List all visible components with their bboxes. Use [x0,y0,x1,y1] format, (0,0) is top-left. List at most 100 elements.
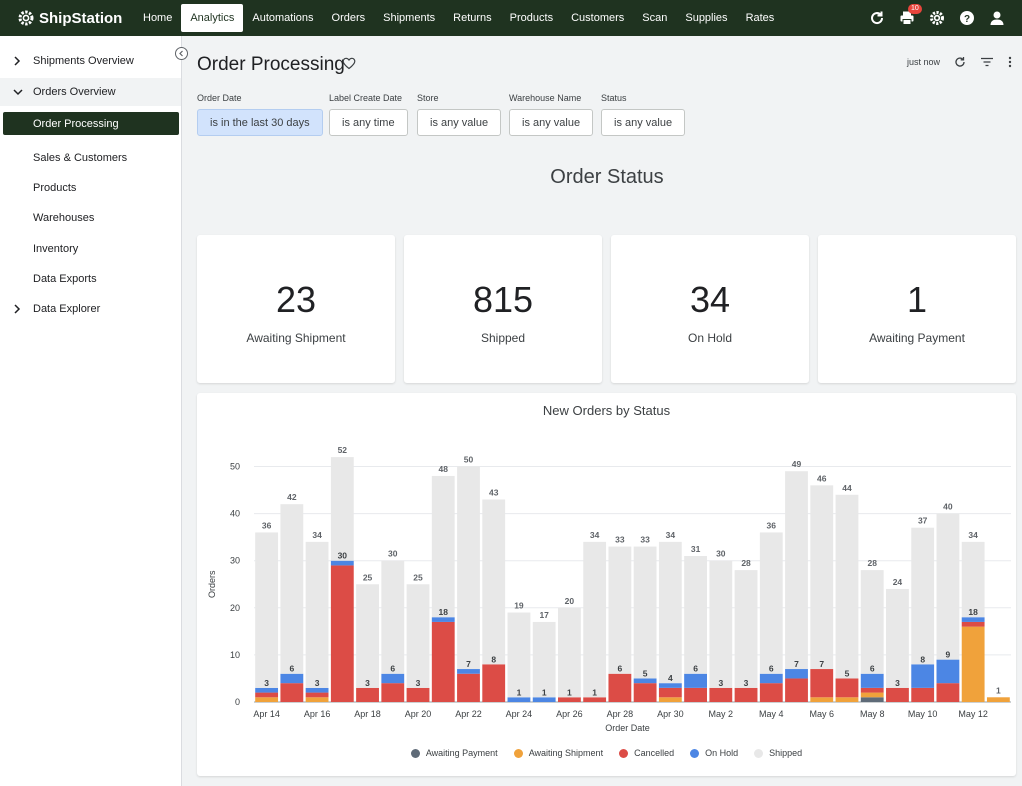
stat-card-awaiting-shipment[interactable]: 23 Awaiting Shipment [197,235,395,383]
refresh-icon[interactable] [862,0,892,36]
chevron-left-icon [179,50,183,57]
bar-segment-cancelled [684,687,707,702]
bar-segment-cancelled [936,683,960,702]
total-data-label: 46 [817,473,827,483]
heart-icon[interactable] [342,57,356,70]
legend-item[interactable]: Shipped [754,748,802,758]
non-shipped-data-label: 3 [895,678,900,688]
non-shipped-data-label: 6 [693,664,698,674]
bar-segment-shipped [558,607,581,698]
stat-value: 815 [472,279,534,320]
bar-segment-on-hold [457,669,480,674]
filter-chip-store[interactable]: is any value [417,109,502,136]
sidebar-item-label: Shipments Overview [33,55,134,67]
total-data-label: 36 [262,520,272,530]
page-title: Order Processing [197,54,345,75]
bar-segment-awaiting-payment [860,697,884,702]
non-shipped-data-label: 1 [592,687,597,697]
non-shipped-data-label: 7 [466,659,471,669]
filter-order-date: Order Date is in the last 30 days [197,93,323,136]
filter-icon[interactable] [980,57,994,67]
nav-item-customers[interactable]: Customers [571,12,625,24]
nav-item-home[interactable]: Home [143,12,173,24]
non-shipped-data-label: 6 [618,664,623,674]
nav-item-analytics[interactable]: Analytics [181,4,244,32]
stat-card-on-hold[interactable]: 34 On Hold [611,235,809,383]
bar-segment-awaiting-shipment [305,697,329,702]
sidebar-item-warehouses[interactable]: Warehouses [0,204,181,232]
nav-item-rates[interactable]: Rates [745,12,775,24]
sidebar-item-label: Orders Overview [33,86,116,98]
legend-label: Shipped [769,748,803,758]
bar-segment-shipped [886,588,909,688]
sidebar-item-inventory[interactable]: Inventory [0,235,181,263]
nav-item-orders[interactable]: Orders [331,12,366,24]
app-name: ShipStation [39,9,123,27]
total-data-label: 50 [464,455,474,465]
total-data-label: 20 [565,596,575,606]
shipstation-logo[interactable]: ShipStation [18,10,134,27]
total-data-label: 31 [691,544,701,554]
chart-title: New Orders by Status [542,403,671,418]
bar-segment-on-hold [961,617,985,622]
sidebar-item-shipments-overview[interactable]: Shipments Overview [0,47,181,75]
bar-segment-cancelled [330,565,354,702]
bar-segment-shipped [532,621,556,698]
legend-item[interactable]: Awaiting Payment [410,748,498,758]
collapse-sidebar-button[interactable] [175,47,188,60]
x-tick-label: Apr 14 [253,709,280,719]
x-tick-label: May 12 [958,709,988,719]
filter-chip-label-create-date[interactable]: is any time [329,109,408,136]
help-icon[interactable]: ? [952,0,982,36]
stat-card-shipped[interactable]: 815 Shipped [404,235,602,383]
bar-segment-cancelled [305,692,329,698]
sidebar-item-sales-customers[interactable]: Sales & Customers [0,144,181,172]
more-vert-icon[interactable] [1008,56,1012,68]
sidebar-item-order-processing[interactable]: Order Processing [3,112,179,135]
sidebar-item-orders-overview[interactable]: Orders Overview [0,78,181,106]
non-shipped-data-label: 6 [870,664,875,674]
non-shipped-data-label: 7 [819,659,824,669]
reload-icon[interactable] [954,56,966,68]
filter-chip-order-date[interactable]: is in the last 30 days [197,109,323,136]
legend-item[interactable]: Awaiting Shipment [513,748,603,758]
y-tick-label: 20 [230,603,240,613]
stat-card-awaiting-payment[interactable]: 1 Awaiting Payment [818,235,1016,383]
nav-item-automations[interactable]: Automations [252,12,314,24]
stat-value: 23 [275,279,317,320]
sidebar-item-data-exports[interactable]: Data Exports [0,265,181,293]
nav-item-returns[interactable]: Returns [453,12,492,24]
user-icon[interactable] [982,0,1012,36]
filter-status: Status is any value [601,93,686,136]
nav-item-scan[interactable]: Scan [642,12,668,24]
nav-item-products[interactable]: Products [509,12,554,24]
nav-item-shipments[interactable]: Shipments [383,12,436,24]
x-tick-label: May 2 [709,709,734,719]
svg-text:?: ? [964,14,970,25]
sidebar-item-label: Data Exports [33,273,97,285]
bar-segment-cancelled [633,683,657,702]
filter-chip-status[interactable]: is any value [601,109,686,136]
bar-segment-shipped [280,504,304,674]
legend-item[interactable]: Cancelled [619,748,674,758]
bar-segment-shipped [658,541,682,684]
legend-swatch [754,748,764,758]
chevron-down-icon [13,88,27,96]
y-tick-label: 30 [230,556,240,566]
settings-gear-icon[interactable] [922,0,952,36]
x-tick-label: Apr 18 [354,709,381,719]
non-shipped-data-label: 1 [517,687,522,697]
sidebar-item-data-explorer[interactable]: Data Explorer [0,295,181,323]
x-tick-label: Apr 20 [405,709,432,719]
sidebar-item-products[interactable]: Products [0,174,181,202]
legend-item[interactable]: On Hold [690,748,738,758]
bar-segment-on-hold [633,678,657,684]
printer-icon[interactable]: 10 [892,0,922,36]
total-data-label: 36 [767,520,777,530]
total-data-label: 24 [893,577,903,587]
nav-item-supplies[interactable]: Supplies [685,12,728,24]
bar-segment-shipped [759,532,783,674]
non-shipped-data-label: 5 [643,668,648,678]
filter-chip-warehouse-name[interactable]: is any value [509,109,594,136]
non-shipped-data-label: 1 [542,687,547,697]
